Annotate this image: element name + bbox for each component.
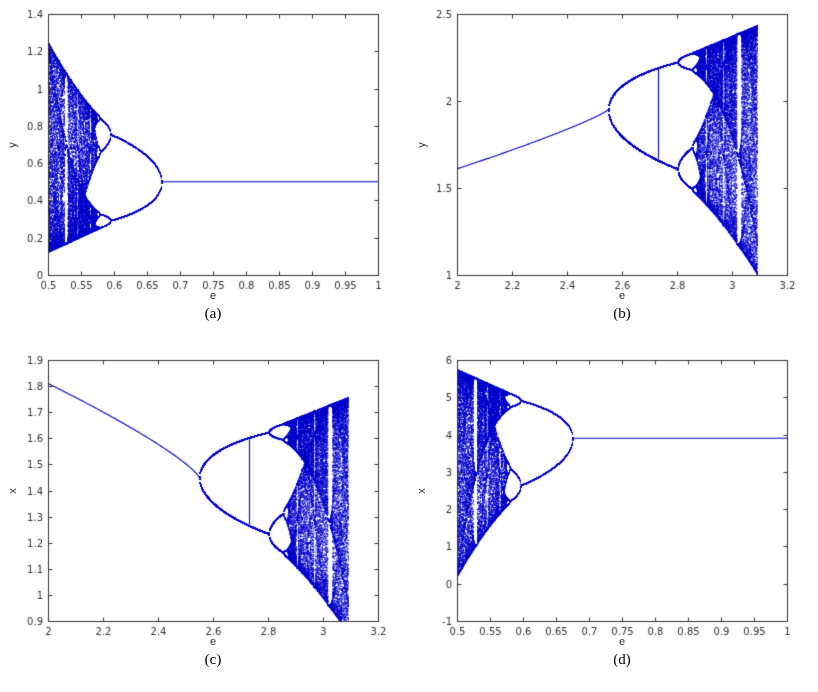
bifurcation-plot-b bbox=[409, 0, 818, 305]
x-axis-label-c: e bbox=[209, 636, 217, 648]
bifurcation-plot-a bbox=[0, 0, 409, 305]
panel-b: y e (b) bbox=[409, 0, 818, 346]
y-axis-label-a: y bbox=[7, 142, 19, 148]
x-axis-label-a: e bbox=[209, 290, 217, 302]
caption-a: (a) bbox=[204, 306, 222, 322]
bifurcation-plot-c bbox=[0, 346, 409, 651]
panel-c: x e (c) bbox=[0, 346, 409, 692]
caption-d: (d) bbox=[613, 652, 631, 668]
panel-d: x e (d) bbox=[409, 346, 818, 692]
caption-c: (c) bbox=[204, 652, 222, 668]
caption-b: (b) bbox=[613, 306, 631, 322]
panel-a: y e (a) bbox=[0, 0, 409, 346]
x-axis-label-d: e bbox=[618, 636, 626, 648]
x-axis-label-b: e bbox=[618, 290, 626, 302]
y-axis-label-c: x bbox=[7, 488, 19, 494]
y-axis-label-b: y bbox=[416, 142, 428, 148]
y-axis-label-d: x bbox=[416, 488, 428, 494]
bifurcation-plot-d bbox=[409, 346, 818, 651]
